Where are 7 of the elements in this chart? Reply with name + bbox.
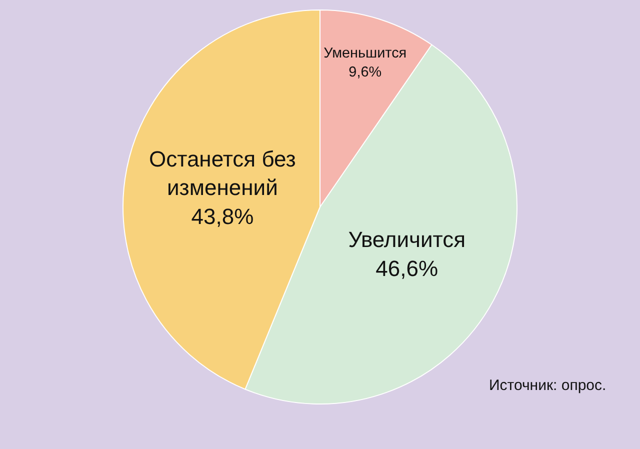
data-label: 9,6%: [348, 64, 382, 80]
slice-label: Останется без изменений: [148, 146, 296, 200]
data-label: 46,6%: [376, 256, 438, 281]
data-label: 43,8%: [191, 204, 254, 229]
slice-label: Уменьшится: [324, 46, 407, 62]
slice-label: Увеличится: [348, 227, 466, 252]
text: Источник: опрос.: [489, 377, 606, 394]
